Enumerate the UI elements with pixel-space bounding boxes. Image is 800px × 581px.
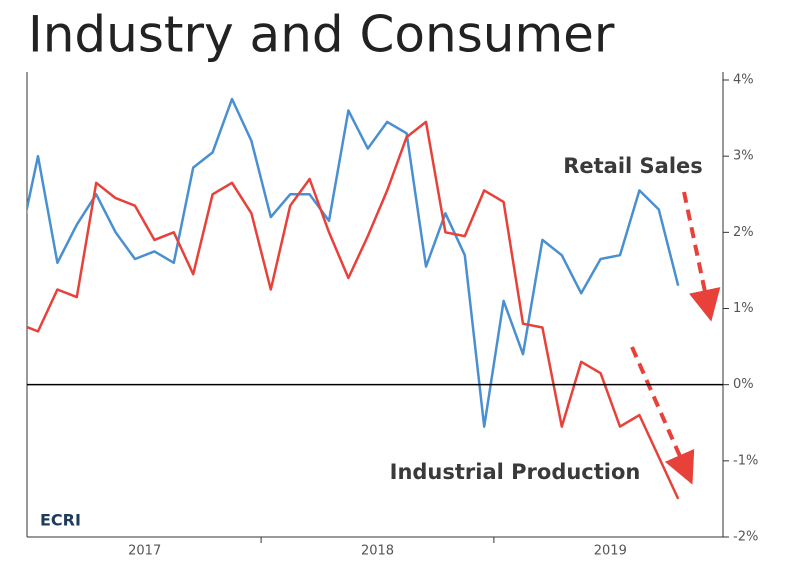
source-logo: ECRI	[40, 511, 81, 530]
y-tick-label: 0%	[733, 377, 754, 392]
arrow	[682, 191, 721, 322]
y-tick-label: 1%	[733, 301, 754, 316]
annotation: Retail Sales	[563, 154, 703, 178]
y-tick-label: 4%	[733, 73, 754, 88]
line-series	[27, 120, 680, 500]
y-tick-label: -2%	[733, 530, 758, 545]
y-tick-label: 2%	[733, 225, 754, 240]
x-tick-label: 2018	[361, 544, 394, 559]
chart-title: Industry and Consumer	[28, 6, 615, 64]
annotation: Industrial Production	[390, 460, 641, 484]
line-series	[27, 97, 680, 428]
plot-area	[27, 97, 680, 500]
arrow	[630, 346, 695, 485]
x-tick-label: 2017	[128, 544, 161, 559]
y-tick-label: -1%	[733, 453, 758, 468]
x-tick-label: 2019	[594, 544, 627, 559]
y-tick-label: 3%	[733, 149, 754, 164]
